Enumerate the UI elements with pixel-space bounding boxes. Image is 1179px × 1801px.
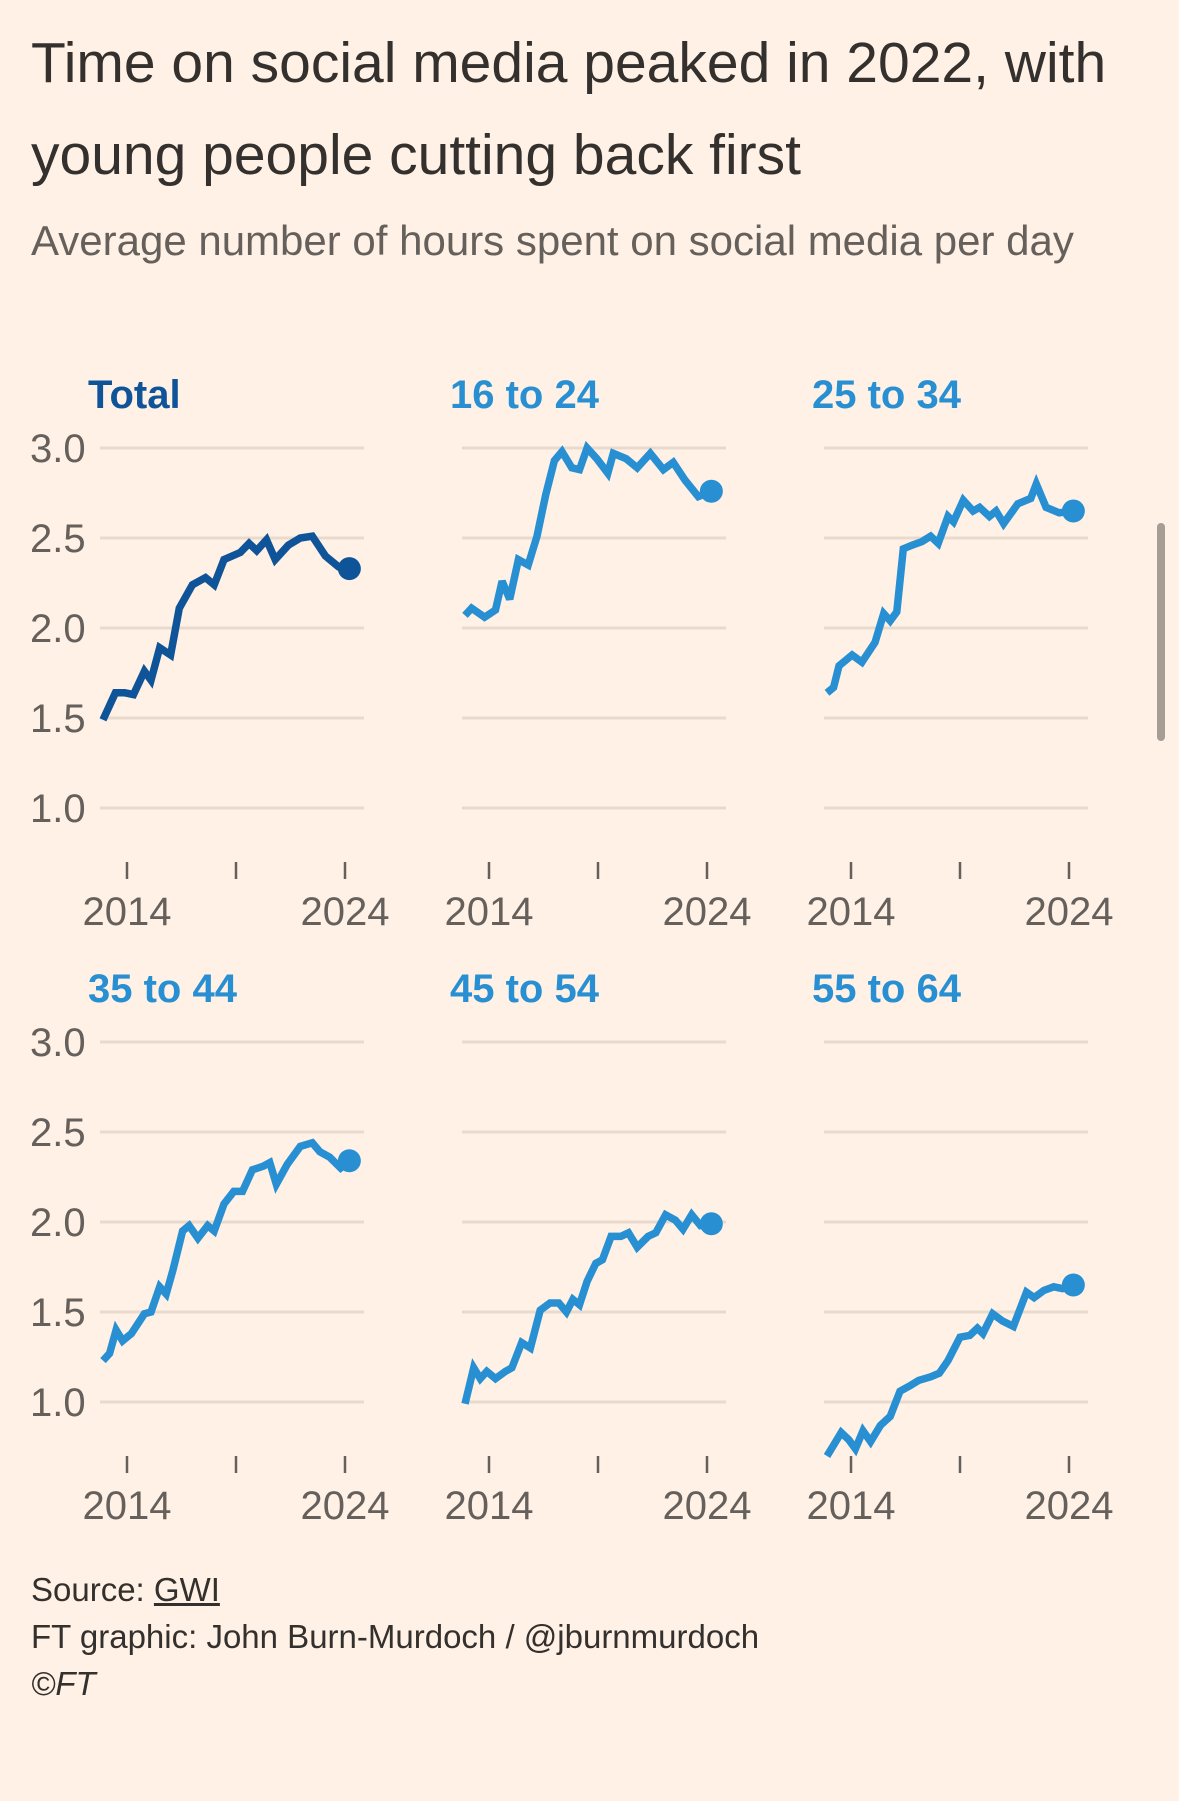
- x-tick-label: 2024: [301, 1484, 390, 1528]
- chart-title: Time on social media peaked in 2022, wit…: [31, 31, 1107, 187]
- y-tick-label: 2.0: [30, 1201, 86, 1245]
- end-point-marker: [1061, 1273, 1085, 1297]
- panel-16-to-24: 16 to 24 2014 2024: [445, 373, 752, 934]
- panel-title: 25 to 34: [812, 373, 962, 417]
- end-point-marker: [337, 1149, 361, 1173]
- panel-title: Total: [88, 373, 181, 417]
- x-tick-label: 2014: [807, 890, 896, 934]
- credit-line: FT graphic: John Burn-Murdoch / @jburnmu…: [31, 1618, 760, 1655]
- x-tick-label: 2024: [663, 890, 752, 934]
- y-tick-label: 2.5: [30, 517, 86, 561]
- end-point-marker: [699, 479, 723, 503]
- panel-25-to-34: 25 to 34 2014 2024: [807, 373, 1114, 934]
- x-tick-label: 2014: [807, 1484, 896, 1528]
- y-tick-label: 1.0: [30, 1381, 86, 1425]
- x-tick-label: 2024: [1025, 1484, 1114, 1528]
- end-point-marker: [699, 1212, 723, 1236]
- source-link[interactable]: GWI: [153, 1571, 220, 1608]
- series-line: [823, 1281, 1075, 1458]
- source-line: Source: GWI: [31, 1566, 759, 1613]
- y-tick-label: 3.0: [30, 427, 86, 471]
- panel-title: 55 to 64: [812, 967, 962, 1011]
- x-tick-label: 2024: [301, 890, 390, 934]
- y-tick-label: 1.5: [30, 697, 86, 741]
- x-tick-label: 2014: [83, 890, 172, 934]
- y-tick-label: 3.0: [30, 1021, 86, 1065]
- x-tick-label: 2014: [445, 890, 534, 934]
- series-line: [461, 1208, 713, 1405]
- copyright: ©FT: [31, 1665, 96, 1702]
- footer: Source: GWI FT graphic: John Burn-Murdoc…: [31, 1566, 759, 1707]
- scrollbar[interactable]: [1157, 523, 1165, 741]
- end-point-marker: [1061, 499, 1085, 523]
- panel-title: 35 to 44: [88, 967, 238, 1011]
- source-label: Source:: [31, 1571, 145, 1608]
- y-tick-label: 2.5: [30, 1111, 86, 1155]
- y-tick-label: 2.0: [30, 607, 86, 651]
- chart-subtitle: Average number of hours spent on social …: [31, 217, 1074, 264]
- panel-45-to-54: 45 to 54 2014 2024: [445, 967, 752, 1528]
- x-tick-label: 2014: [445, 1484, 534, 1528]
- x-tick-label: 2014: [83, 1484, 172, 1528]
- panel-55-to-64: 55 to 64 2014 2024: [807, 967, 1114, 1528]
- x-tick-label: 2024: [1025, 890, 1114, 934]
- series-line: [99, 532, 351, 722]
- panel-title: 45 to 54: [450, 967, 600, 1011]
- panel-title: 16 to 24: [450, 373, 600, 417]
- x-tick-label: 2024: [663, 1484, 752, 1528]
- y-tick-label: 1.0: [30, 787, 86, 831]
- y-tick-label: 1.5: [30, 1291, 86, 1335]
- series-line: [824, 473, 1074, 696]
- end-point-marker: [337, 557, 361, 581]
- series-line: [462, 440, 713, 622]
- panel-35-to-44: 35 to 443.0 2.5 2.0 1.5 1.0 2014 2024: [30, 967, 389, 1528]
- series-line: [100, 1138, 352, 1364]
